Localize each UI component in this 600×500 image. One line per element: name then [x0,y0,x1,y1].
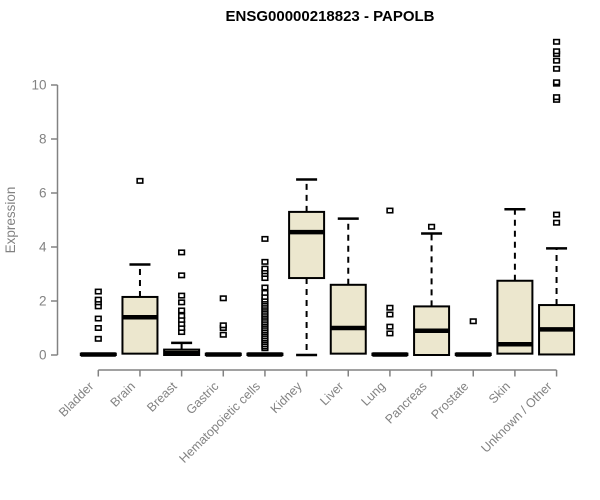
y-tick-label: 6 [39,186,47,201]
x-tick-label: Skin [486,379,513,406]
x-tick-label: Unknown / Other [478,379,554,455]
outlier-point [261,284,269,291]
x-tick-label: Pancreas [382,379,429,426]
x-tick-label: Hematopoietic cells [177,379,264,466]
outlier-point [261,235,269,242]
x-tick-label: Gastric [184,379,222,417]
outlier-point [219,322,227,329]
boxplot-breast [163,249,201,357]
boxplot-unknown-other [538,38,576,356]
y-axis-title: Expression [3,187,18,254]
outlier-point [552,57,561,64]
boxplot-prostate [454,318,492,357]
box-iqr [288,210,326,280]
x-tick-label: Brain [108,379,139,410]
outlier-point [552,219,561,226]
y-tick-label: 2 [39,294,47,309]
outlier-point [178,312,186,319]
outlier-point [261,265,269,272]
boxplots [79,38,576,357]
outlier-point [261,289,269,296]
outlier-point [178,272,186,279]
boxplot-gastric [204,295,242,357]
boxplot-pancreas [413,223,451,356]
y-tick-label: 8 [39,132,47,147]
x-tick-label: Kidney [268,379,305,416]
x-tick-label: Bladder [56,379,96,419]
outlier-point [94,296,102,303]
outlier-point [552,48,561,55]
boxplot-brain [121,177,159,355]
boxplot-skin [496,207,534,355]
outlier-point [386,323,394,330]
box-iqr [329,283,367,355]
outlier-point [219,331,227,338]
outlier-point [94,324,102,331]
outlier-point [552,94,561,101]
x-tick-label: Liver [317,379,346,408]
outlier-point [386,311,394,318]
outlier-point [178,307,186,314]
x-tick-label: Lung [358,379,388,409]
outlier-point [427,223,436,230]
outlier-point [469,318,477,325]
box-iqr [496,279,534,355]
outlier-point [261,258,269,265]
outlier-point [386,207,394,214]
outlier-point [178,292,186,299]
boxplot-hematopoietic-cells [246,235,284,357]
boxplot-kidney [288,178,326,357]
outlier-point [386,304,394,311]
y-tick-label: 10 [31,78,46,93]
outlier-point [386,330,394,337]
outlier-point [552,79,561,86]
boxplot-liver [329,217,367,355]
boxplot-lung [371,207,409,357]
outlier-point [94,315,102,322]
outlier-point [94,335,102,342]
outlier-point [178,299,186,306]
chart-title: ENSG00000218823 - PAPOLB [226,8,435,25]
outlier-point [136,177,144,184]
outlier-point [94,288,102,295]
outlier-point [219,295,227,302]
y-tick-label: 4 [39,240,47,255]
boxplot-bladder [79,288,117,357]
outlier-point [552,211,561,218]
box-iqr [121,295,159,355]
x-tick-label: Prostate [429,379,472,422]
outlier-point [178,249,186,256]
outlier-point [552,65,561,72]
outlier-point [552,38,561,45]
y-tick-label: 0 [39,348,47,363]
x-tick-label: Breast [144,379,180,415]
